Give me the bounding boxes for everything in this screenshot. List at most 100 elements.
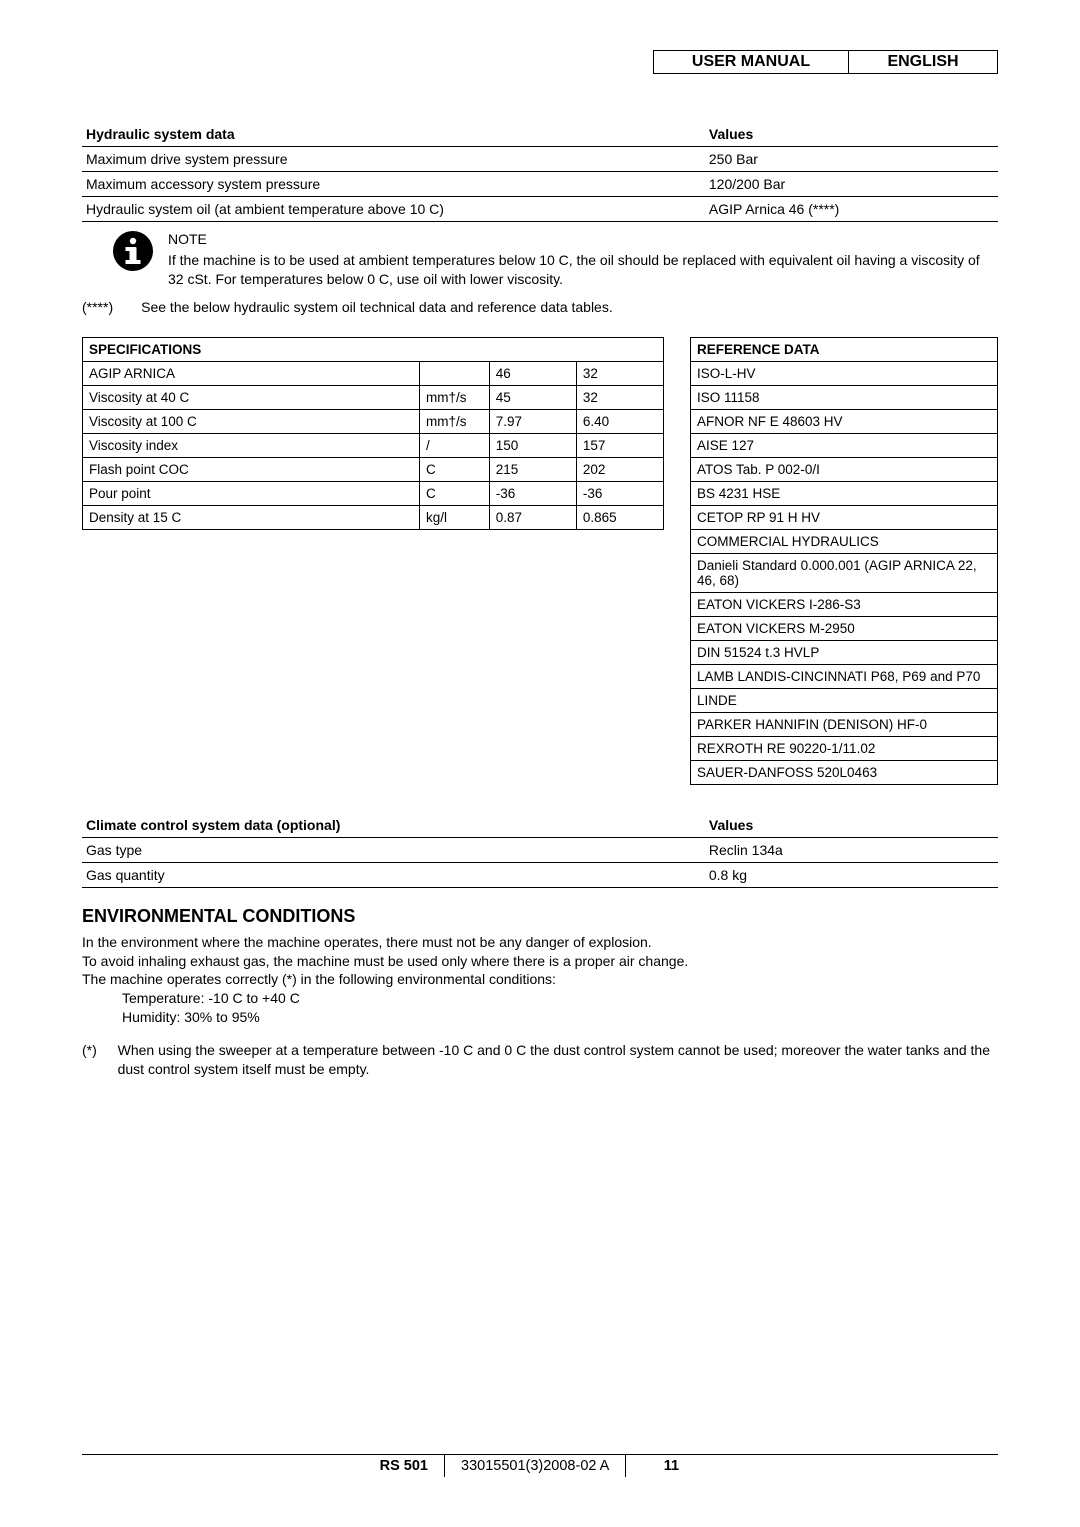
cell: mm†/s (419, 409, 489, 433)
table-row: Gas typeReclin 134a (82, 837, 998, 862)
cell-value: 120/200 Bar (705, 172, 998, 197)
cell: C (419, 457, 489, 481)
cell: 150 (489, 433, 576, 457)
footer-row: RS 501 33015501(3)2008-02 A 11 (82, 1454, 998, 1477)
env-line1: In the environment where the machine ope… (82, 933, 998, 952)
cell: ISO 11158 (691, 385, 998, 409)
header-language: ENGLISH (848, 50, 998, 74)
cell: -36 (489, 481, 576, 505)
cell: AFNOR NF E 48603 HV (691, 409, 998, 433)
cell: ISO-L-HV (691, 361, 998, 385)
header-row: USER MANUAL ENGLISH (82, 50, 998, 74)
table-row: Maximum drive system pressure250 Bar (82, 147, 998, 172)
cell: AGIP ARNICA (83, 361, 420, 385)
cell: C (419, 481, 489, 505)
env-star-text: When using the sweeper at a temperature … (118, 1041, 998, 1079)
cell: Viscosity index (83, 433, 420, 457)
cell: CETOP RP 91 H HV (691, 505, 998, 529)
table-row: Viscosity index/150157 (83, 433, 664, 457)
table-row: ISO 11158 (691, 385, 998, 409)
note-block: NOTE If the machine is to be used at amb… (112, 230, 998, 289)
cell: EATON VICKERS I-286-S3 (691, 592, 998, 616)
table-row: Viscosity at 100 Cmm†/s7.976.40 (83, 409, 664, 433)
note-title: NOTE (168, 230, 998, 249)
cell: 0.865 (576, 505, 663, 529)
table-row: Flash point COCC215202 (83, 457, 664, 481)
climate-table: Climate control system data (optional) V… (82, 813, 998, 888)
cell: 46 (489, 361, 576, 385)
cell: ATOS Tab. P 002-0/I (691, 457, 998, 481)
table-row: ISO-L-HV (691, 361, 998, 385)
cell: COMMERCIAL HYDRAULICS (691, 529, 998, 553)
table-row: AISE 127 (691, 433, 998, 457)
table-row: COMMERCIAL HYDRAULICS (691, 529, 998, 553)
table-row: LINDE (691, 688, 998, 712)
cell-label: Maximum drive system pressure (82, 147, 705, 172)
cell: PARKER HANNIFIN (DENISON) HF-0 (691, 712, 998, 736)
footer-page: 11 (626, 1455, 716, 1477)
cell: 0.87 (489, 505, 576, 529)
cell: EATON VICKERS M-2950 (691, 616, 998, 640)
cell: REXROTH RE 90220-1/11.02 (691, 736, 998, 760)
env-heading: ENVIRONMENTAL CONDITIONS (82, 906, 998, 927)
climate-head-label: Climate control system data (optional) (82, 813, 705, 838)
cell-label: Gas type (82, 837, 705, 862)
cell: DIN 51524 t.3 HVLP (691, 640, 998, 664)
cell: 6.40 (576, 409, 663, 433)
table-row: DIN 51524 t.3 HVLP (691, 640, 998, 664)
table-row: Maximum accessory system pressure120/200… (82, 172, 998, 197)
hydraulic-table: Hydraulic system data Values Maximum dri… (82, 122, 998, 222)
hydraulic-head-label: Hydraulic system data (82, 122, 705, 147)
table-row: LAMB LANDIS-CINCINNATI P68, P69 and P70 (691, 664, 998, 688)
env-line3: The machine operates correctly (*) in th… (82, 970, 998, 989)
table-row: Danieli Standard 0.000.001 (AGIP ARNICA … (691, 553, 998, 592)
cell (419, 361, 489, 385)
env-star-mark: (*) (82, 1041, 98, 1079)
table-row: Hydraulic system oil (at ambient tempera… (82, 197, 998, 222)
cell-value: Reclin 134a (705, 837, 998, 862)
cell: Danieli Standard 0.000.001 (AGIP ARNICA … (691, 553, 998, 592)
cell: 215 (489, 457, 576, 481)
table-row: Gas quantity0.8 kg (82, 862, 998, 887)
env-text-block: In the environment where the machine ope… (82, 933, 998, 1079)
table-row: EATON VICKERS I-286-S3 (691, 592, 998, 616)
env-bullet1: Temperature: -10 C to +40 C (122, 989, 998, 1008)
table-row: Viscosity at 40 Cmm†/s4532 (83, 385, 664, 409)
cell: AISE 127 (691, 433, 998, 457)
table-row: Density at 15 Ckg/l0.870.865 (83, 505, 664, 529)
table-row: EATON VICKERS M-2950 (691, 616, 998, 640)
table-row: AFNOR NF E 48603 HV (691, 409, 998, 433)
cell: Viscosity at 40 C (83, 385, 420, 409)
spec-head: SPECIFICATIONS (83, 337, 664, 361)
cell: mm†/s (419, 385, 489, 409)
table-row: ATOS Tab. P 002-0/I (691, 457, 998, 481)
ref-table: REFERENCE DATA ISO-L-HVISO 11158AFNOR NF… (690, 337, 998, 785)
cell: kg/l (419, 505, 489, 529)
cell: BS 4231 HSE (691, 481, 998, 505)
cell: LINDE (691, 688, 998, 712)
cell-label: Hydraulic system oil (at ambient tempera… (82, 197, 705, 222)
env-line2: To avoid inhaling exhaust gas, the machi… (82, 952, 998, 971)
cell-label: Maximum accessory system pressure (82, 172, 705, 197)
footer-model: RS 501 (364, 1455, 445, 1477)
cell-label: Gas quantity (82, 862, 705, 887)
env-bullet2: Humidity: 30% to 95% (122, 1008, 998, 1027)
table-row: Pour pointC-36-36 (83, 481, 664, 505)
spec-table: SPECIFICATIONS AGIP ARNICA4632Viscosity … (82, 337, 664, 530)
footnote-text: See the below hydraulic system oil techn… (141, 299, 613, 315)
cell: Density at 15 C (83, 505, 420, 529)
info-icon (112, 230, 154, 272)
table-row: PARKER HANNIFIN (DENISON) HF-0 (691, 712, 998, 736)
hydraulic-head-value: Values (705, 122, 998, 147)
note-body: If the machine is to be used at ambient … (168, 251, 998, 289)
footnote-mark: (****) (82, 299, 113, 315)
cell: Flash point COC (83, 457, 420, 481)
footer-doc: 33015501(3)2008-02 A (445, 1455, 626, 1477)
table-row: CETOP RP 91 H HV (691, 505, 998, 529)
cell: 32 (576, 385, 663, 409)
climate-head-value: Values (705, 813, 998, 838)
cell: LAMB LANDIS-CINCINNATI P68, P69 and P70 (691, 664, 998, 688)
table-row: REXROTH RE 90220-1/11.02 (691, 736, 998, 760)
header-title: USER MANUAL (653, 50, 848, 74)
footnote-ref: (****) See the below hydraulic system oi… (82, 299, 998, 315)
